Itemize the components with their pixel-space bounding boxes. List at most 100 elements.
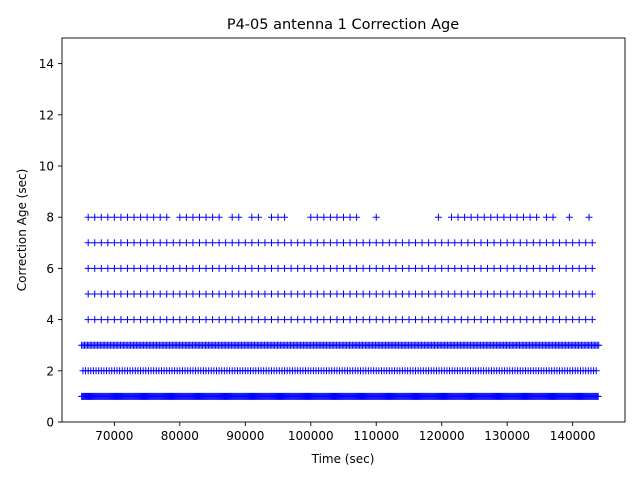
data-point: [412, 264, 420, 272]
data-point: [235, 264, 243, 272]
data-point: [215, 213, 223, 221]
data-point: [372, 290, 380, 298]
data-point: [379, 290, 387, 298]
data-point: [575, 290, 583, 298]
data-point: [117, 290, 125, 298]
y-axis: 0 2 4 6 8 10 12 14: [39, 57, 62, 430]
data-point: [326, 290, 334, 298]
data-point: [464, 316, 472, 324]
data-point: [582, 264, 590, 272]
chart-title: P4-05 antenna 1 Correction Age: [227, 17, 459, 33]
data-point: [313, 239, 321, 247]
data-point: [143, 239, 151, 247]
data-point: [254, 316, 262, 324]
data-point: [215, 264, 223, 272]
data-point: [562, 290, 570, 298]
data-point: [490, 290, 498, 298]
data-point: [353, 213, 361, 221]
data-point: [470, 239, 478, 247]
data-point: [503, 239, 511, 247]
data-point: [353, 264, 361, 272]
data-point: [176, 239, 184, 247]
data-point: [91, 264, 99, 272]
series-y3: [78, 341, 603, 349]
data-point: [84, 290, 92, 298]
data-point: [287, 239, 295, 247]
data-point: [281, 316, 289, 324]
y-tick-label: 6: [46, 262, 54, 276]
data-point: [340, 213, 347, 221]
data-point: [91, 239, 99, 247]
data-point: [123, 290, 131, 298]
data-point: [189, 264, 197, 272]
data-point: [451, 290, 459, 298]
data-point: [405, 290, 413, 298]
data-point: [110, 239, 118, 247]
y-tick-label: 12: [39, 108, 54, 122]
data-point: [588, 316, 596, 324]
data-point: [182, 239, 190, 247]
data-point: [110, 316, 118, 324]
data-point: [372, 239, 380, 247]
data-point: [294, 239, 302, 247]
data-point: [359, 316, 367, 324]
data-point: [497, 264, 505, 272]
data-point: [248, 239, 256, 247]
data-point: [412, 316, 420, 324]
data-point: [182, 213, 190, 221]
data-point: [549, 290, 557, 298]
data-point: [261, 264, 269, 272]
data-point: [91, 316, 99, 324]
data-point: [575, 316, 583, 324]
data-point: [182, 290, 190, 298]
data-point: [163, 290, 171, 298]
data-point: [379, 239, 387, 247]
data-point: [366, 316, 374, 324]
data-point: [209, 213, 217, 221]
data-point: [130, 264, 138, 272]
data-point: [156, 239, 164, 247]
data-point: [536, 290, 544, 298]
data-point: [169, 264, 177, 272]
data-point: [438, 264, 446, 272]
data-point: [398, 264, 406, 272]
data-point: [104, 316, 112, 324]
data-point: [333, 316, 341, 324]
data-point: [457, 239, 465, 247]
data-point: [477, 239, 485, 247]
data-point: [104, 264, 112, 272]
data-point: [333, 290, 341, 298]
data-point: [137, 316, 145, 324]
data-point: [398, 316, 406, 324]
data-point: [228, 290, 236, 298]
data-point: [477, 290, 485, 298]
data-point: [542, 264, 550, 272]
data-point: [228, 213, 236, 221]
data-point: [497, 316, 505, 324]
data-point: [326, 239, 334, 247]
data-point: [451, 264, 459, 272]
data-point: [418, 290, 426, 298]
data-point: [418, 316, 426, 324]
data-point: [307, 316, 315, 324]
data-point: [556, 239, 564, 247]
data-point: [104, 213, 112, 221]
data-point: [300, 290, 308, 298]
data-point: [385, 264, 393, 272]
data-point: [346, 213, 354, 221]
data-point: [529, 239, 537, 247]
data-point: [385, 290, 393, 298]
x-axis: 70000 80000 90000 100000 110000 120000 130000 1…: [95, 422, 596, 443]
data-point: [542, 213, 550, 221]
data-point: [130, 239, 138, 247]
data-point: [156, 264, 164, 272]
data-point: [474, 213, 482, 221]
data-point: [582, 239, 590, 247]
data-point: [490, 239, 498, 247]
data-point: [333, 264, 341, 272]
x-tick-label: 100000: [288, 429, 334, 443]
data-point: [434, 213, 442, 221]
data-point: [569, 264, 577, 272]
